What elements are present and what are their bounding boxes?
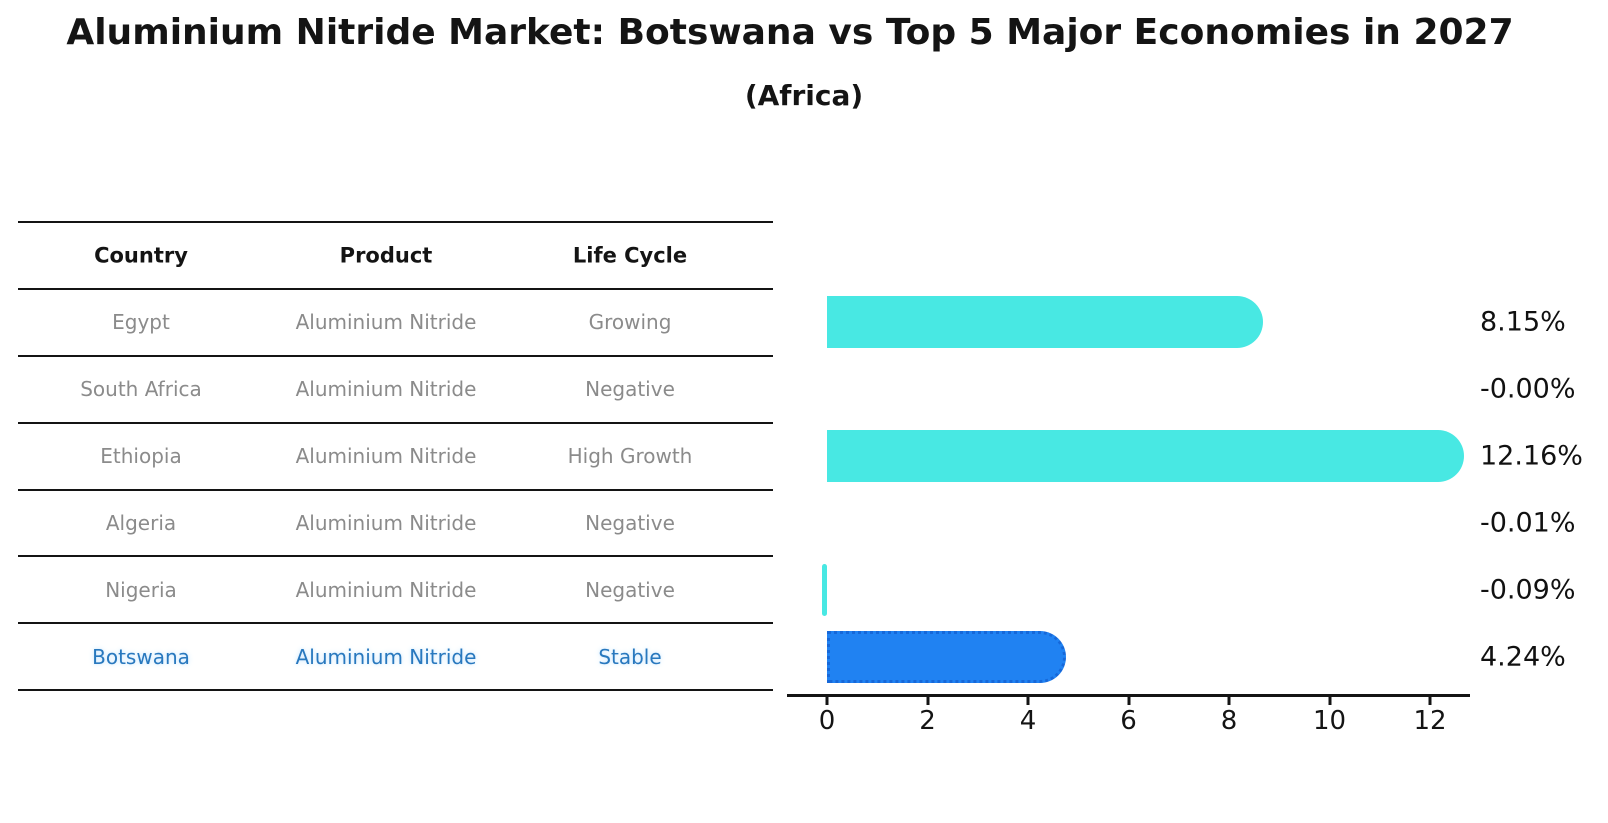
x-tick-label: 4 [1019,706,1037,736]
x-tick-mark [1227,696,1231,705]
table-cell-country: Botswana [92,644,190,669]
table-row-rule [18,555,773,558]
x-tick-mark [1428,696,1432,705]
x-tick-label: 8 [1220,706,1238,736]
table-cell-product: Aluminium Nitride [295,577,477,602]
table-cell-product: Aluminium Nitride [295,310,477,335]
table-row-rule [18,622,773,625]
table-header-cell: Life Cycle [572,242,688,267]
table-cell-country: Algeria [105,510,177,535]
value-label: 8.15% [1480,306,1566,338]
table-header-cell: Country [94,242,188,267]
table-cell-life_cycle: Negative [585,377,675,402]
table-cell-country: Nigeria [105,577,177,602]
table-row-rule [18,354,773,357]
highlight-bar [827,630,1067,683]
x-axis-line [787,694,1470,697]
x-tick-mark [1328,696,1331,705]
x-tick-label: 2 [919,706,936,736]
x-tick-label: 12 [1413,706,1447,736]
table-cell-product: Aluminium Nitride [295,444,477,469]
value-label: 12.16% [1480,440,1583,472]
chart-title: Aluminium Nitride Market: Botswana vs To… [66,12,1514,53]
table-cell-product: Aluminium Nitride [295,644,477,669]
table-cell-life_cycle: Negative [585,510,675,535]
value-label: -0.09% [1480,574,1576,606]
negative-bar [822,563,827,616]
x-tick-mark [1026,696,1030,705]
table-header-cell: Product [339,242,433,267]
x-tick-mark [926,696,929,705]
bar [827,296,1263,349]
table-cell-country: Egypt [112,310,170,335]
table-cell-life_cycle: Stable [598,644,662,669]
table-bottom-rule [18,689,773,691]
table-cell-product: Aluminium Nitride [295,377,477,402]
table-row-rule [18,488,773,491]
x-tick-label: 0 [818,706,836,736]
chart-subtitle: (Africa) [744,79,864,112]
table-cell-life_cycle: Negative [585,577,675,602]
table-cell-country: South Africa [80,377,202,402]
table-top-rule [18,221,773,223]
x-tick-mark [825,696,829,705]
value-label: -0.00% [1480,373,1576,405]
table-cell-life_cycle: High Growth [567,444,693,469]
x-tick-mark [1127,696,1130,705]
value-label: 4.24% [1480,641,1566,673]
value-label: -0.01% [1480,507,1576,539]
bar [827,430,1465,483]
x-tick-label: 10 [1312,706,1347,736]
x-tick-label: 6 [1120,706,1137,736]
table-cell-country: Ethiopia [100,444,182,469]
table-row-rule [18,421,773,424]
table-cell-life_cycle: Growing [588,310,672,335]
table-header-rule [18,288,773,290]
table-cell-product: Aluminium Nitride [295,510,477,535]
